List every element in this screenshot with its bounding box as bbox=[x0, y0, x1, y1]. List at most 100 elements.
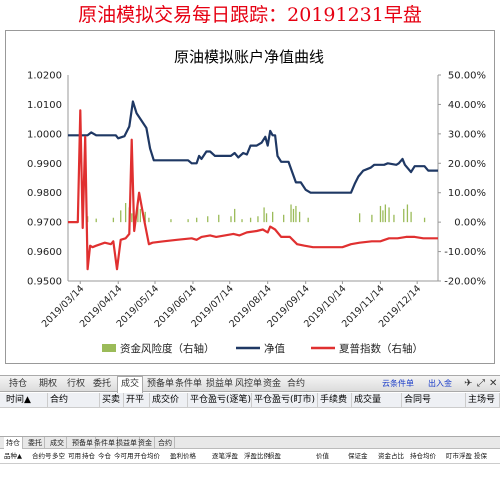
series-lines bbox=[68, 100, 438, 271]
trades-col-header[interactable]: 合同号 bbox=[402, 393, 466, 407]
positions-col-header[interactable]: 持仓均价 bbox=[410, 452, 436, 460]
risk-bar bbox=[234, 208, 236, 223]
positions-col-header[interactable]: 开仓均价 bbox=[134, 452, 160, 460]
sub-tab-3[interactable]: 预备单 bbox=[70, 437, 96, 449]
left-tick-label: 0.9700 bbox=[27, 218, 62, 229]
risk-bar bbox=[283, 214, 285, 223]
risk-bar bbox=[292, 208, 295, 223]
legend-item-nav: 净值 bbox=[264, 342, 285, 355]
positions-col-header[interactable]: 盈利价格 bbox=[170, 452, 196, 460]
trades-col-header[interactable]: 平仓盈亏(逐笔) bbox=[190, 393, 252, 407]
tab-2[interactable]: 行权 bbox=[67, 379, 86, 389]
risk-bar bbox=[95, 218, 97, 223]
risk-bar bbox=[144, 211, 146, 223]
trade-tabbar: 持仓 期权 行权 委托 成交 预备单 条件单 损益单 风控单 资金 合约 云条件单 出入金 ✈ ⤢ ✕ bbox=[0, 375, 500, 393]
right-axis: 50.00% 40.00% 30.00% 20.00% 10.00% 0.00% -10.0… bbox=[438, 71, 486, 288]
risk-bar bbox=[382, 210, 384, 223]
positions-col-header[interactable]: 损盈 bbox=[268, 452, 281, 460]
positions-col-header[interactable]: 多空 bbox=[52, 452, 65, 460]
positions-col-header[interactable]: 可用 bbox=[68, 452, 81, 460]
sub-tab-2[interactable]: 成交 bbox=[48, 437, 67, 449]
risk-bar bbox=[388, 207, 390, 223]
positions-col-header[interactable]: 浮盈比例 bbox=[244, 452, 270, 460]
risk-bar bbox=[371, 214, 373, 223]
right-tick-label: 20.00% bbox=[448, 159, 486, 170]
risk-bar bbox=[148, 217, 150, 223]
risk-bar bbox=[218, 214, 220, 223]
cloud-condition-link[interactable]: 云条件单 bbox=[382, 379, 414, 388]
tab-10[interactable]: 合约 bbox=[287, 379, 306, 389]
risk-bar bbox=[379, 205, 382, 223]
positions-col-header[interactable]: 价值 bbox=[316, 452, 329, 460]
positions-col-header[interactable]: 持仓 bbox=[82, 452, 95, 460]
sub-tab-7[interactable]: 合约 bbox=[156, 437, 175, 449]
trades-col-header[interactable]: 买卖 bbox=[100, 393, 124, 407]
trades-col-header[interactable]: 平仓盈亏(盯市) bbox=[252, 393, 318, 407]
positions-table-body bbox=[0, 464, 500, 496]
legend-item-risk: 资金风险度（右轴） bbox=[120, 342, 215, 355]
risk-bar bbox=[187, 219, 189, 223]
trades-col-header[interactable]: 成交量 bbox=[352, 393, 402, 407]
deposit-withdraw-link[interactable]: 出入金 bbox=[428, 379, 452, 388]
positions-col-header[interactable]: 盯市浮盈 bbox=[446, 452, 472, 460]
positions-table-header: 品种▲ 合约号 多空 可用 持仓 今仓 今可用 开仓均价 盈利价格 逐笔浮盈 浮盈比例 损盈 价值 保证金… bbox=[0, 450, 500, 464]
tab-4[interactable]: 成交 bbox=[117, 376, 144, 393]
positions-col-header[interactable]: 合约号 bbox=[32, 452, 52, 460]
equity-chart: 原油模拟账户净值曲线 1.0200 1.0100 1.0000 0.9900 0.980… bbox=[27, 48, 486, 355]
risk-bar bbox=[295, 205, 297, 223]
positions-col-header[interactable]: 今可用 bbox=[114, 452, 134, 460]
risk-bar bbox=[120, 210, 122, 223]
tab-0[interactable]: 持仓 bbox=[9, 379, 28, 389]
positions-col-header[interactable]: 今仓 bbox=[98, 452, 111, 460]
legend-item-sharpe: 夏普指数（右轴） bbox=[339, 342, 423, 355]
risk-bar bbox=[307, 217, 309, 223]
trades-col-header[interactable]: 主场号 bbox=[466, 393, 500, 407]
sub-tab-5[interactable]: 损益单 bbox=[114, 437, 140, 449]
trades-col-header[interactable]: 手续费 bbox=[318, 393, 352, 407]
sub-tab-4[interactable]: 条件单 bbox=[92, 437, 118, 449]
trades-table-header: 时间▲ 合约 买卖 开平 成交价 平仓盈亏(逐笔) 平仓盈亏(盯市) 手续费 成交量 合同号 主场号 bbox=[0, 393, 500, 408]
risk-bar bbox=[393, 214, 395, 223]
x-axis: 2019/03/142019/04/142019/05/142019/06/14… bbox=[40, 281, 423, 330]
tab-6[interactable]: 条件单 bbox=[175, 379, 203, 389]
risk-bar bbox=[241, 219, 243, 223]
trades-col-header[interactable]: 时间▲ bbox=[4, 393, 48, 407]
sub-tabbar: 持仓 委托 成交 预备单 条件单 损益单 资金 合约 bbox=[0, 436, 500, 449]
right-tick-label: 40.00% bbox=[448, 100, 486, 111]
trades-col-header[interactable]: 开平 bbox=[124, 393, 150, 407]
tab-5[interactable]: 预备单 bbox=[147, 379, 175, 389]
risk-bar bbox=[406, 204, 409, 223]
close-icon[interactable]: ✕ bbox=[489, 378, 498, 389]
trades-col-header[interactable]: 合约 bbox=[48, 393, 100, 407]
legend-swatch bbox=[102, 344, 116, 352]
tab-3[interactable]: 委托 bbox=[93, 379, 112, 389]
sub-tab-0[interactable]: 持仓 bbox=[4, 437, 23, 449]
right-tick-label: 50.00% bbox=[448, 71, 486, 82]
tab-8[interactable]: 风控单 bbox=[235, 379, 263, 389]
risk-bar bbox=[403, 208, 405, 223]
positions-col-header[interactable]: 逐笔浮盈 bbox=[212, 452, 238, 460]
sub-tab-1[interactable]: 委托 bbox=[26, 437, 45, 449]
risk-bar bbox=[207, 216, 209, 223]
left-tick-label: 1.0200 bbox=[27, 71, 62, 82]
pin-icon[interactable]: ✈ bbox=[464, 378, 473, 389]
tab-7[interactable]: 损益单 bbox=[206, 379, 234, 389]
sub-tab-6[interactable]: 资金 bbox=[136, 437, 155, 449]
tab-9[interactable]: 资金 bbox=[263, 379, 282, 389]
left-tick-label: 0.9800 bbox=[27, 188, 62, 199]
risk-bar bbox=[298, 211, 301, 223]
risk-bar bbox=[263, 207, 265, 223]
tab-1[interactable]: 期权 bbox=[39, 379, 58, 389]
positions-col-header[interactable]: 投保 bbox=[474, 452, 487, 460]
positions-col-header[interactable]: 资金占比 bbox=[378, 452, 404, 460]
left-tick-label: 0.9900 bbox=[27, 159, 62, 170]
positions-col-header[interactable]: 保证金 bbox=[348, 452, 368, 460]
page-banner-title: 原油模拟交易每日跟踪：20191231早盘 bbox=[78, 4, 422, 26]
positions-col-header[interactable]: 品种▲ bbox=[4, 452, 22, 460]
trades-col-header[interactable]: 成交价 bbox=[150, 393, 188, 407]
right-tick-label: 0.00% bbox=[454, 218, 486, 229]
risk-bar bbox=[170, 219, 172, 223]
right-tick-label: 10.00% bbox=[448, 188, 486, 199]
right-tick-label: -20.00% bbox=[444, 277, 486, 288]
undock-icon[interactable]: ⤢ bbox=[477, 378, 485, 389]
